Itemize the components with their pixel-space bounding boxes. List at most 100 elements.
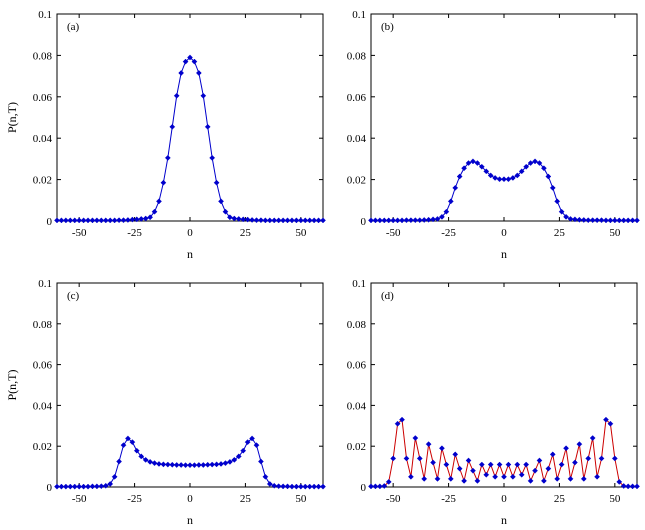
y-tick-label: 0.1 — [38, 278, 52, 290]
data-point — [416, 217, 423, 224]
y-tick-label: 0.1 — [352, 9, 366, 21]
data-point — [169, 123, 176, 130]
data-point — [94, 217, 100, 224]
data-point — [447, 475, 454, 482]
data-point — [240, 216, 247, 223]
data-point — [536, 457, 543, 464]
data-point — [129, 439, 136, 446]
data-point — [620, 483, 627, 489]
data-point — [381, 217, 388, 224]
data-point — [116, 217, 122, 224]
data-point — [191, 462, 198, 469]
data-point — [421, 217, 428, 223]
data-point — [558, 208, 565, 215]
plot-frame — [56, 13, 324, 222]
data-point — [297, 217, 304, 224]
data-point — [434, 216, 441, 222]
x-tick-label: 50 — [295, 227, 307, 239]
data-point — [195, 462, 202, 468]
data-point — [567, 475, 574, 482]
data-point — [390, 217, 397, 224]
y-tick-label: 0.1 — [38, 9, 52, 21]
data-point — [266, 217, 273, 224]
x-tick-label: -25 — [127, 227, 142, 239]
plot-frame — [56, 282, 324, 488]
data-point — [306, 217, 313, 224]
data-point — [120, 442, 127, 449]
data-point — [173, 92, 180, 99]
data-point — [218, 461, 224, 467]
data-point — [209, 154, 216, 161]
x-tick-label: 0 — [501, 493, 507, 505]
data-point — [151, 460, 158, 467]
y-tick-label: 0 — [361, 482, 367, 494]
data-point — [509, 473, 516, 480]
data-point — [315, 217, 322, 224]
data-point — [164, 154, 171, 161]
data-point — [527, 477, 534, 484]
data-point — [67, 483, 74, 490]
data-point — [545, 465, 552, 472]
data-point — [240, 447, 247, 454]
data-point — [496, 461, 503, 468]
y-tick-label: 0.02 — [33, 175, 52, 187]
panel-label: (b) — [381, 21, 394, 33]
data-point — [54, 217, 60, 224]
data-point — [311, 217, 318, 224]
data-point — [160, 461, 167, 468]
data-point — [178, 70, 185, 76]
data-point — [572, 459, 578, 466]
data-point — [262, 473, 269, 480]
data-point — [394, 420, 401, 427]
data-point — [116, 458, 122, 465]
x-tick-label: 50 — [295, 493, 307, 505]
data-point — [527, 160, 534, 166]
data-point — [107, 217, 114, 224]
data-point — [430, 216, 436, 223]
data-point — [399, 416, 405, 423]
data-point — [209, 461, 216, 468]
data-point — [629, 483, 636, 490]
data-point — [164, 461, 171, 468]
data-point — [85, 483, 91, 490]
data-point — [425, 216, 432, 223]
data-point — [492, 473, 499, 480]
data-point — [218, 198, 224, 205]
data-point — [138, 216, 145, 222]
data-point — [514, 461, 521, 468]
data-point — [297, 483, 304, 490]
data-point — [222, 460, 229, 467]
data-point — [634, 217, 640, 224]
data-point — [589, 435, 596, 441]
data-point — [320, 217, 326, 224]
data-point — [536, 160, 543, 166]
data-point — [271, 482, 278, 489]
data-point — [465, 160, 472, 166]
data-point — [320, 483, 326, 490]
x-tick-label: 50 — [609, 227, 621, 239]
data-point — [227, 214, 233, 221]
data-point — [253, 442, 260, 449]
data-point — [456, 173, 463, 180]
data-point — [518, 471, 525, 478]
y-tick-label: 0.06 — [347, 360, 367, 372]
data-point — [598, 455, 605, 462]
data-point — [563, 213, 569, 220]
data-point — [603, 416, 609, 423]
data-point — [416, 455, 423, 462]
data-point — [58, 483, 65, 490]
data-point — [487, 461, 494, 468]
chart-panel-3: -50 -25 0 25 50 0 0.02 0.04 0.06 0.08 0.1 n (d) — [347, 278, 640, 527]
data-point — [120, 217, 127, 224]
x-tick-label: 0 — [187, 227, 193, 239]
x-tick-label: -50 — [386, 493, 401, 505]
data-point — [607, 420, 614, 427]
data-point — [509, 175, 516, 181]
data-point — [125, 217, 131, 223]
data-point — [381, 483, 388, 489]
data-point — [200, 92, 207, 99]
data-point — [302, 217, 309, 224]
data-point — [368, 217, 374, 224]
data-point — [611, 455, 618, 462]
data-point — [244, 216, 251, 223]
